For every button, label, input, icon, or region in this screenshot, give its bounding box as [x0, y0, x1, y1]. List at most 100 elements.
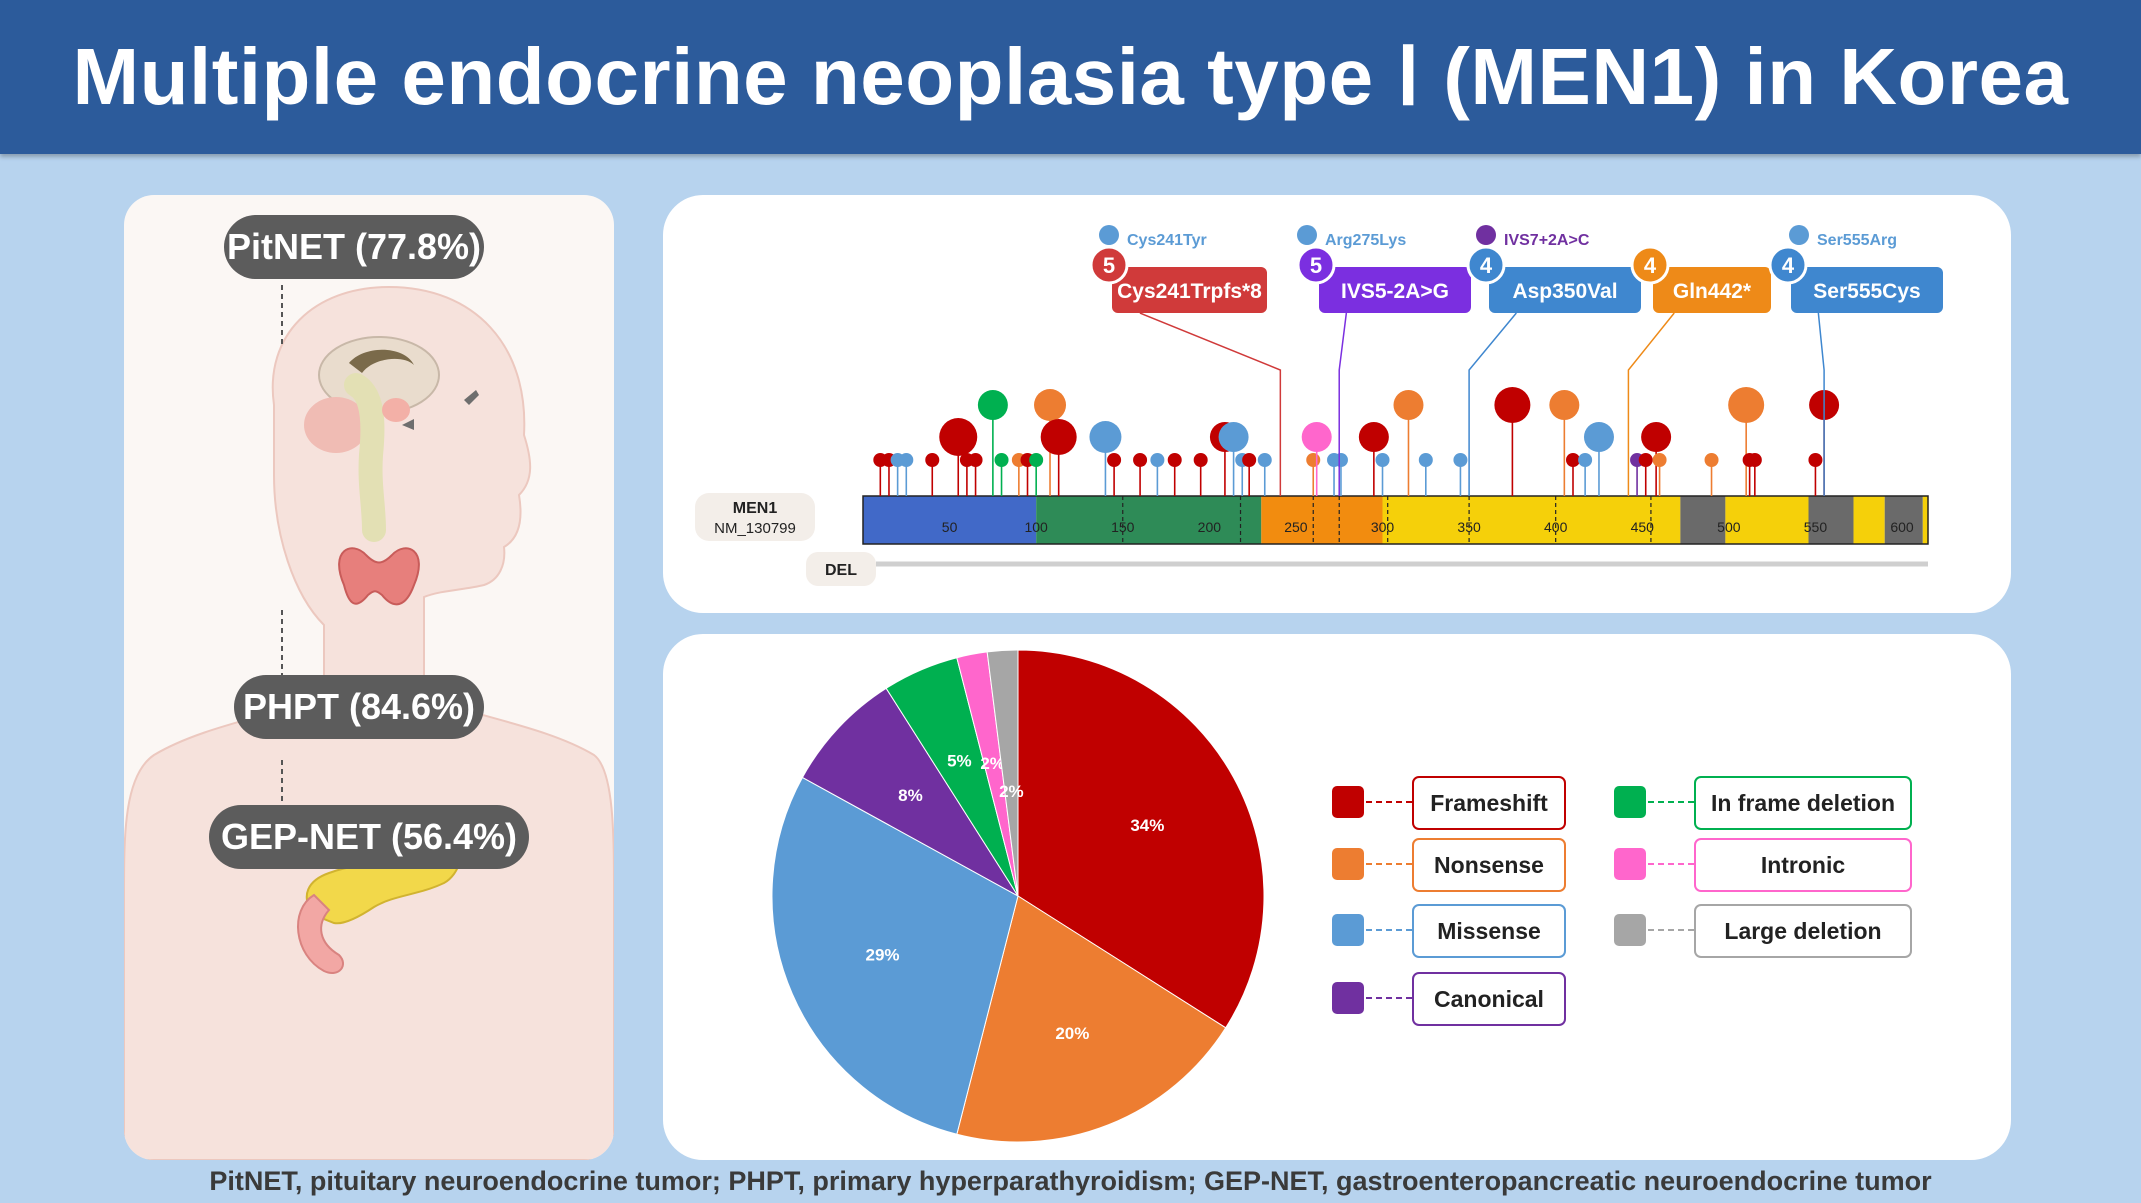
lollipop-head [1747, 453, 1762, 467]
hotspot-label-box [1319, 267, 1471, 313]
legend-label: Frameshift [1412, 776, 1566, 830]
hotspot-count-badge [1089, 245, 1129, 285]
hotspot-label: IVS5-2A>G [1341, 280, 1449, 303]
lollipop-head [1218, 422, 1249, 452]
domain-segment [1261, 496, 1383, 544]
pie-slice-canonical [801, 687, 1019, 897]
legend-connector [1648, 929, 1694, 931]
legend-item-missense: Missense [1332, 904, 1566, 958]
lollipop-head [1728, 387, 1765, 423]
minor-hotspot-label: IVS7+2A>C [1504, 232, 1590, 249]
legend-label: Missense [1412, 904, 1566, 958]
domain-segment [863, 496, 1037, 544]
pie-data-label: 8% [898, 786, 923, 805]
page-title: Multiple endocrine neoplasia type Ⅰ (MEN… [72, 32, 2069, 121]
hotspot-count: 5 [1103, 253, 1115, 278]
lollipop-head [1193, 453, 1208, 467]
lollipop-head [1167, 453, 1182, 467]
hotspot-label: Cys241Trpfs*8 [1117, 280, 1262, 303]
domain-segment [1884, 496, 1923, 544]
hotspot-count-badge [1768, 245, 1808, 285]
lollipop-head [1638, 453, 1653, 467]
pie-data-label: 34% [1130, 816, 1164, 835]
pie-slice-frameshift [1017, 649, 1265, 1029]
phpt-label: PHPT (84.6%) [234, 675, 484, 739]
lollipop-head [1578, 453, 1593, 467]
hotspot-leader-line [1468, 312, 1517, 496]
del-label: DEL [825, 562, 857, 579]
lollipop-head [1107, 453, 1122, 467]
lollipop-head [1242, 453, 1257, 467]
hotspot-count: 4 [1480, 253, 1493, 278]
pie-data-label: 2% [999, 782, 1024, 801]
lollipop-head [925, 453, 940, 467]
hotspot-count: 4 [1644, 253, 1657, 278]
lollipop-head [1583, 422, 1614, 452]
legend-connector [1366, 997, 1412, 999]
legend-label: Intronic [1694, 838, 1912, 892]
legend-swatch [1332, 982, 1364, 1014]
hotspot-minor-labels: Cys241Tyr Arg275Lys IVS7+2A>C Ser555Arg [1099, 225, 1897, 249]
domain-segment [1036, 496, 1262, 544]
mutation-lollipop-panel: MEN1 NM_130799 50 100 150 200 250 300 350 400 450 5… [663, 195, 2011, 613]
lollipop-head [899, 453, 914, 467]
legend-item-intronic: Intronic [1614, 838, 1912, 892]
legend-label: In frame deletion [1694, 776, 1912, 830]
pitnet-label: PitNET (77.8%) [224, 215, 484, 279]
minor-label-dot [1297, 225, 1317, 245]
domain-segment [1725, 496, 1809, 544]
legend-swatch [1332, 848, 1364, 880]
title-banner: Multiple endocrine neoplasia type Ⅰ (MEN… [0, 0, 2141, 154]
legend-item-nonsense: Nonsense [1332, 838, 1566, 892]
domain-segment [1680, 496, 1726, 544]
pie-data-label: 5% [947, 752, 972, 771]
lollipop-head [1494, 387, 1531, 423]
lollipop-head [1375, 453, 1390, 467]
aa-tick-label: 150 [1111, 519, 1135, 535]
legend-connector [1366, 929, 1412, 931]
legend-label: Canonical [1412, 972, 1566, 1026]
lollipop-head [1652, 453, 1667, 467]
lollipop-head [1566, 453, 1580, 467]
aa-tick-label: 300 [1371, 519, 1395, 535]
protein-domain-bar: 50 100 150 200 250 300 350 400 450 500 550 600 [862, 495, 1929, 545]
mutation-type-pie-chart: 34% 20% 29% 8% 5% 2% 2% [771, 649, 1265, 1143]
minor-hotspot-label: Arg275Lys [1325, 232, 1406, 249]
mutation-type-panel: 34% 20% 29% 8% 5% 2% 2% Frameshift Nonsense Miss… [663, 634, 2011, 1160]
domain-segment [1853, 496, 1885, 544]
lollipop-head [1306, 453, 1321, 467]
anatomy-panel: PitNET (77.8%) PHPT (84.6%) GEP-NET (56.… [124, 195, 614, 1160]
hotspot-count-badge [1630, 245, 1670, 285]
hotspot-label: Gln442* [1673, 280, 1752, 303]
legend-connector [1648, 801, 1694, 803]
pie-data-label: 2% [980, 754, 1005, 773]
lollipop-head [1358, 422, 1389, 452]
pancreas-icon [297, 852, 461, 974]
legend-label: Nonsense [1412, 838, 1566, 892]
hotspot-label: Ser555Cys [1813, 280, 1920, 303]
gene-label-box: MEN1 NM_130799 [695, 493, 815, 541]
legend-swatch [1614, 848, 1646, 880]
hotspot-count-badge [1466, 245, 1506, 285]
legend-item-large-deletion: Large deletion [1614, 904, 1912, 958]
minor-label-dot [1099, 225, 1119, 245]
hotspot-count: 4 [1782, 253, 1795, 278]
lollipop-head [939, 418, 978, 456]
lollipop-head [1029, 453, 1044, 467]
brain-icon [304, 336, 479, 542]
lollipop-head [1641, 422, 1672, 452]
mutation-lollipops [873, 387, 1840, 496]
lollipop-head [1704, 453, 1719, 467]
minor-label-dot [1476, 225, 1496, 245]
minor-hotspot-label: Ser555Arg [1817, 232, 1897, 249]
hotspot-leader-line [1139, 312, 1282, 496]
lollipop-head [1418, 453, 1433, 467]
footnote: PitNET, pituitary neuroendocrine tumor; … [209, 1166, 1932, 1196]
gepnet-label: GEP-NET (56.4%) [209, 805, 529, 869]
lollipop-head [1133, 453, 1148, 467]
aa-tick-label: 100 [1024, 519, 1048, 535]
legend-swatch [1614, 914, 1646, 946]
hotspot-leader-line [1338, 312, 1348, 496]
lollipop-head [1034, 389, 1067, 421]
legend-connector [1366, 863, 1412, 865]
